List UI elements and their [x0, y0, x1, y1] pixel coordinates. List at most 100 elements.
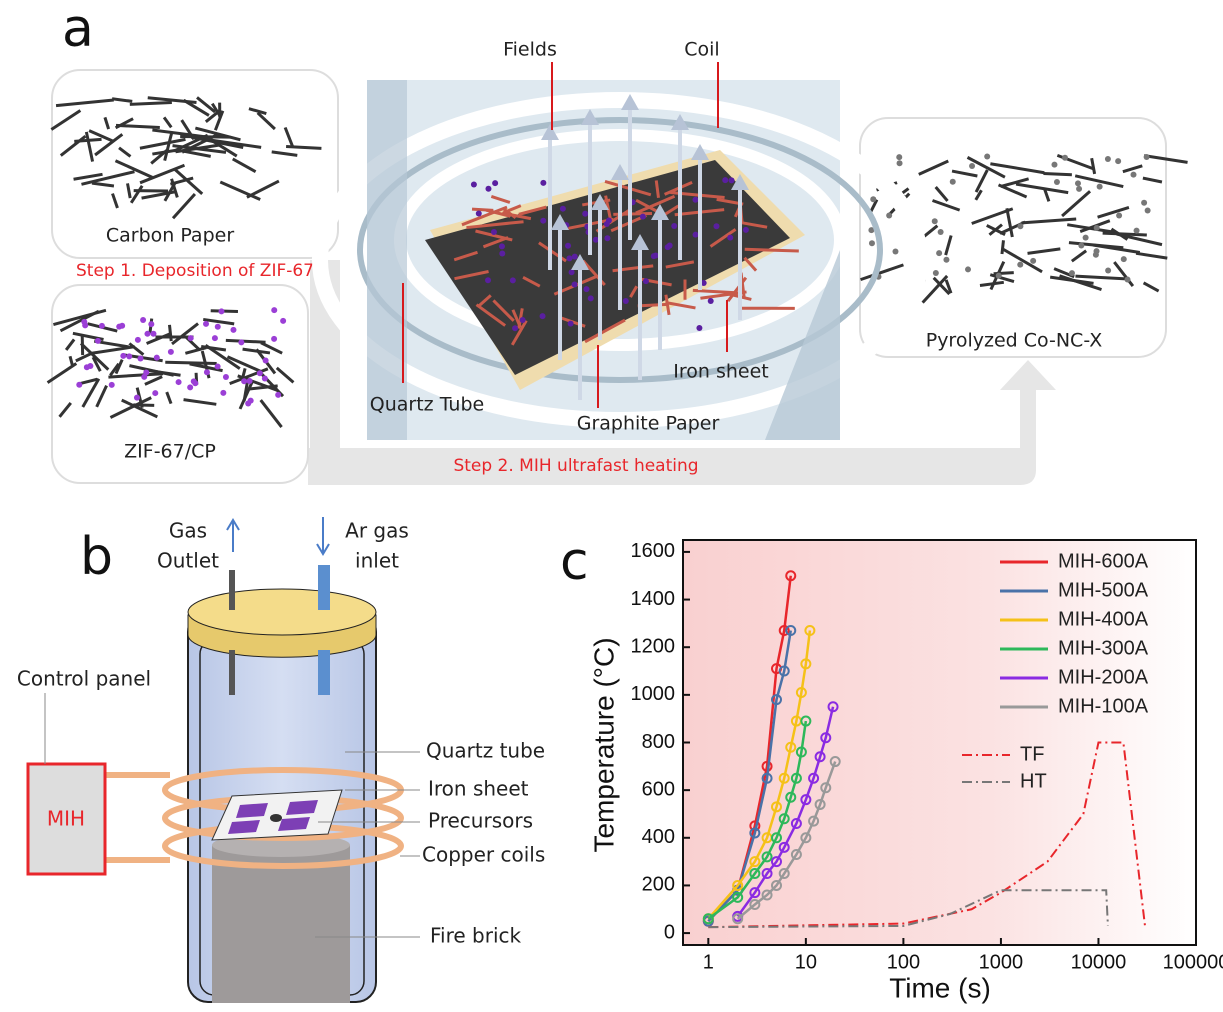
particle	[150, 331, 156, 337]
particle	[119, 323, 125, 329]
legend-label: TF	[1020, 743, 1044, 765]
particle	[1144, 154, 1150, 160]
mih-scene	[320, 80, 920, 440]
particle	[1054, 179, 1060, 185]
particle	[187, 384, 193, 390]
particle	[1145, 208, 1151, 214]
particle	[238, 339, 244, 345]
particle	[1134, 228, 1140, 234]
label: Fields	[503, 39, 557, 61]
particle	[476, 210, 482, 216]
panel-label: b	[80, 527, 113, 587]
panel-label: a	[62, 0, 94, 59]
particle	[693, 232, 699, 238]
y-tick-label: 0	[664, 921, 675, 943]
particle	[1017, 262, 1023, 268]
particle	[1069, 270, 1075, 276]
particle	[671, 223, 677, 229]
outlet-pipe	[229, 650, 235, 695]
particle	[81, 319, 87, 325]
label: Outlet	[157, 549, 219, 573]
lid-top	[188, 589, 376, 635]
particle	[95, 338, 101, 344]
label: inlet	[355, 549, 399, 573]
particle	[540, 218, 546, 224]
label: Quartz tube	[426, 739, 545, 763]
fiber	[1002, 240, 1003, 254]
particle	[152, 390, 158, 396]
particle	[84, 364, 90, 370]
x-axis-label: Time (s)	[889, 972, 991, 1003]
y-tick-label: 600	[642, 778, 675, 800]
label: Pyrolyzed Co-NC-X	[926, 330, 1103, 352]
fiber	[165, 362, 216, 363]
fiber	[226, 340, 266, 342]
particle	[154, 355, 160, 361]
particle	[667, 243, 673, 249]
legend-label: MIH-600A	[1058, 550, 1149, 572]
particle	[134, 395, 140, 401]
x-tick-label: 1	[703, 951, 714, 973]
particle	[1125, 276, 1131, 282]
x-tick-label: 10	[795, 951, 817, 973]
particle	[969, 163, 975, 169]
particle	[148, 321, 154, 327]
particle	[247, 378, 253, 384]
x-tick-label: 10000	[1071, 951, 1127, 973]
panel-a: a Carbon Paper Step 1. Deposition of ZIF…	[48, 0, 1188, 485]
x-tick-label: 100	[887, 951, 920, 973]
particle	[950, 179, 956, 185]
particle	[640, 214, 646, 220]
arrow-in	[317, 517, 329, 554]
particle	[713, 223, 719, 229]
particle	[137, 355, 143, 361]
particle	[582, 211, 588, 217]
particle	[203, 321, 209, 327]
x-tick-label: 1000	[979, 951, 1024, 973]
particle	[897, 160, 903, 166]
particle	[499, 250, 505, 256]
fiber	[745, 249, 799, 251]
particle	[943, 257, 949, 263]
particle	[1051, 162, 1057, 168]
particle	[984, 154, 990, 160]
particle	[140, 317, 146, 323]
particle	[540, 180, 546, 186]
particle	[271, 336, 277, 342]
particle	[510, 277, 516, 283]
particle	[220, 390, 226, 396]
panel-label: c	[560, 532, 589, 592]
label: Fire brick	[430, 924, 522, 948]
particle	[271, 307, 277, 313]
label: Carbon Paper	[106, 225, 234, 247]
y-tick-label: 1400	[631, 588, 676, 610]
particle	[520, 317, 526, 323]
particle	[76, 382, 82, 388]
particle	[204, 369, 210, 375]
y-tick-label: 1600	[631, 540, 676, 562]
particle	[126, 353, 132, 359]
legend-label: MIH-400A	[1058, 608, 1149, 630]
particle	[223, 374, 229, 380]
arrow-out	[227, 520, 239, 552]
particle	[1115, 158, 1121, 164]
particle	[168, 349, 174, 355]
particle	[869, 240, 875, 246]
particle	[996, 273, 1002, 279]
particle	[241, 378, 247, 384]
particle	[886, 213, 892, 219]
particle	[1121, 256, 1127, 262]
particle	[230, 327, 236, 333]
particle	[176, 379, 182, 385]
particle	[572, 281, 578, 287]
particle	[933, 270, 939, 276]
particle	[135, 337, 141, 343]
y-axis-label: Temperature (°C)	[588, 637, 619, 852]
fiber	[286, 146, 321, 148]
particle	[144, 331, 150, 337]
outlet-pipe	[229, 570, 235, 610]
y-tick-label: 1200	[631, 635, 676, 657]
particle	[540, 313, 546, 319]
particle	[512, 325, 518, 331]
particle	[1105, 268, 1111, 274]
